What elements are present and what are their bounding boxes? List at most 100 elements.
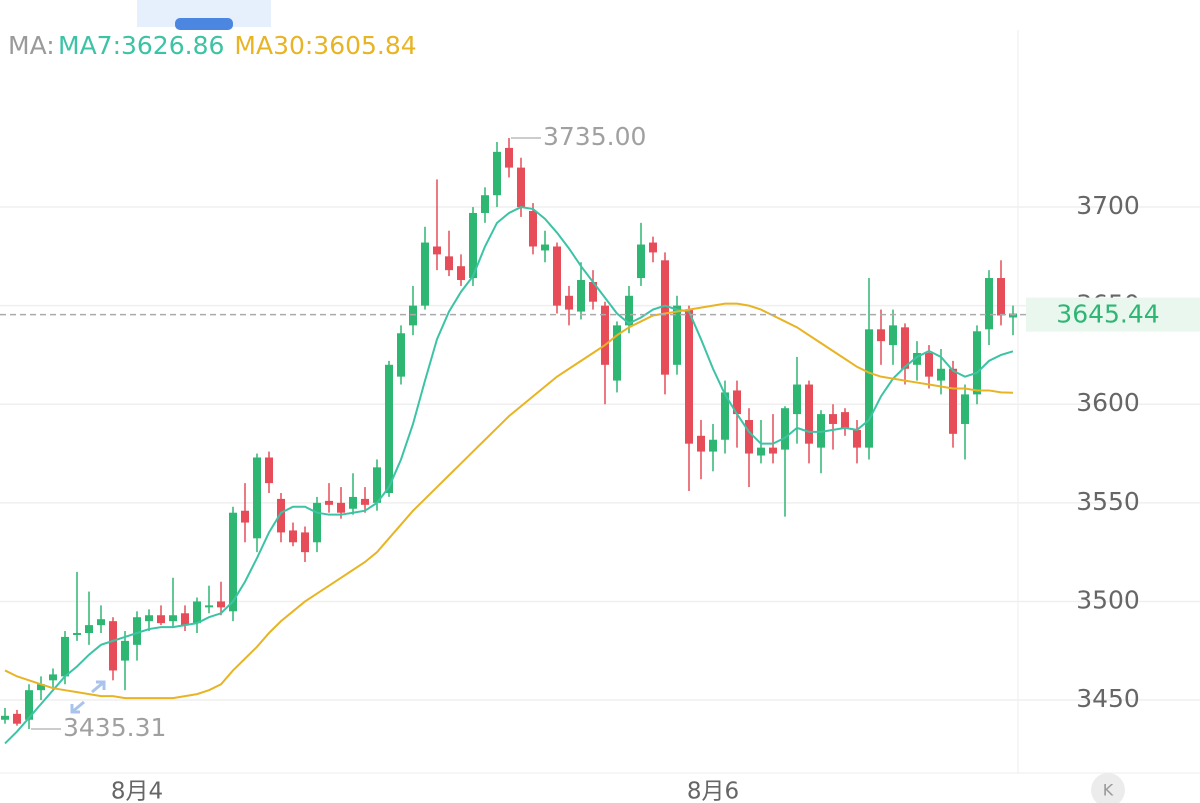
candle-body [865, 329, 873, 448]
candle-body [193, 601, 201, 624]
legend: MA7:3626.86 MA30:3605.84 [58, 31, 417, 60]
candle-body [133, 617, 141, 645]
candle-body [433, 246, 441, 255]
candle-body [1009, 313, 1017, 318]
candle-body [25, 690, 33, 720]
legend-prefix: MA: [8, 31, 55, 60]
candle-body [481, 195, 489, 213]
candle-body [13, 713, 21, 724]
candle-body [973, 331, 981, 395]
corner-badge: K [1103, 781, 1114, 800]
candle-body [145, 615, 153, 622]
legend-entry: MA30:3605.84 [234, 31, 416, 60]
candle-body [277, 498, 285, 533]
candle-body [505, 147, 513, 168]
candle-body [565, 295, 573, 310]
candle-body [313, 502, 321, 543]
candle-body [913, 352, 921, 365]
candle-body [757, 447, 765, 456]
candle-body [157, 615, 165, 624]
candle-body [373, 467, 381, 503]
candle-body [85, 625, 93, 633]
candle-body [685, 309, 693, 444]
candle-body [445, 256, 453, 271]
candle-body [205, 605, 213, 608]
candle-body [1, 715, 9, 720]
candle-body [625, 295, 633, 326]
candle-body [361, 498, 369, 505]
expand-icon [70, 680, 106, 714]
candle-body [289, 530, 297, 543]
candle-body [877, 329, 885, 342]
candle-body [937, 368, 945, 381]
candle-body [109, 621, 117, 671]
candle-body [457, 266, 465, 281]
candle-body [949, 368, 957, 434]
candle-body [589, 281, 597, 302]
candle-body [769, 447, 777, 454]
candle-body [961, 394, 969, 424]
tooltip-handle [175, 18, 233, 30]
y-tick-label: 3600 [1076, 388, 1140, 417]
candle-body [517, 167, 525, 208]
candle-body [169, 615, 177, 622]
candle-body [409, 305, 417, 326]
y-tick-label: 3500 [1076, 585, 1140, 614]
candle-body [97, 619, 105, 626]
candle-body [421, 242, 429, 306]
corner-badge-bg [1091, 773, 1125, 803]
y-tick-label: 3700 [1076, 191, 1140, 220]
candle-body [241, 510, 249, 523]
candle-body [253, 457, 261, 539]
candle-body [577, 280, 585, 312]
candle-body [841, 412, 849, 428]
ma-line [4, 302, 1014, 700]
candle-body [925, 352, 933, 377]
candle-body [337, 502, 345, 513]
candle-body [985, 278, 993, 330]
candle-body [229, 512, 237, 612]
candle-body [661, 260, 669, 375]
candle-body [553, 246, 561, 306]
candle-body [529, 210, 537, 247]
candle-body [37, 684, 45, 691]
candle-body [649, 242, 657, 253]
candle-body [601, 305, 609, 365]
candle-body [397, 333, 405, 377]
candle-body [325, 500, 333, 505]
x-tick-label: 8月6 [687, 779, 739, 803]
x-tick-label: 8月4 [111, 779, 163, 803]
candle-body [745, 420, 753, 454]
candle-body [793, 384, 801, 415]
candle-body [721, 392, 729, 440]
candle-body [733, 390, 741, 415]
last-price-box [1026, 297, 1200, 332]
annotation-label: 3435.31 [63, 713, 166, 742]
y-tick-label: 3450 [1076, 684, 1140, 713]
candle-body [181, 613, 189, 626]
candle-body [901, 327, 909, 369]
legend-entry: MA7:3626.86 [58, 31, 224, 60]
candle-body [805, 384, 813, 444]
candle-body [709, 439, 717, 452]
candle-body [469, 212, 477, 279]
candle-body [265, 457, 273, 484]
candle-body [997, 278, 1005, 316]
y-tick-label: 3550 [1076, 487, 1140, 516]
last-price-label: 3645.44 [1056, 300, 1159, 329]
candle-body [541, 244, 549, 251]
candle-body [61, 636, 69, 677]
candle-body [493, 151, 501, 196]
candle-body [613, 325, 621, 381]
candle-body [217, 601, 225, 608]
candle-body [637, 244, 645, 279]
candle-body [697, 435, 705, 452]
candle-body [73, 632, 81, 635]
candle-body [49, 674, 57, 681]
annotation-label: 3735.00 [543, 122, 646, 151]
candle-body [781, 408, 789, 450]
candle-body [349, 496, 357, 509]
candle-body [301, 532, 309, 553]
candle-body [673, 305, 681, 365]
